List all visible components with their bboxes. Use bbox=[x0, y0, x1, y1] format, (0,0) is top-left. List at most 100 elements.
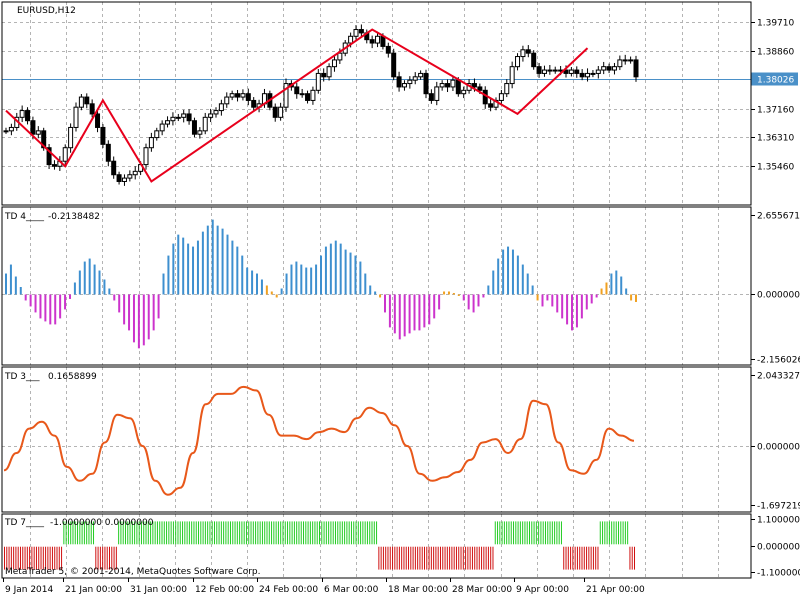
candle-body bbox=[278, 106, 284, 118]
candle-body bbox=[504, 83, 510, 95]
time-tick-label: 28 Mar 00:00 bbox=[452, 585, 512, 595]
candle-body bbox=[606, 66, 612, 71]
candle-body bbox=[305, 93, 311, 101]
time-tick-label: 18 Mar 00:00 bbox=[388, 585, 448, 595]
candle-body bbox=[579, 72, 585, 78]
candle-body bbox=[331, 59, 337, 68]
candle-body bbox=[423, 72, 429, 95]
candle-body bbox=[547, 69, 553, 72]
candle-body bbox=[434, 86, 440, 101]
candle-body bbox=[628, 59, 634, 62]
candle-body bbox=[401, 83, 407, 88]
td3-oscillator-line bbox=[3, 385, 635, 496]
candle-body bbox=[445, 83, 451, 88]
current-price-badge bbox=[751, 72, 798, 86]
symbol-title: EURUSD,H12 bbox=[17, 6, 76, 16]
candle-body bbox=[68, 126, 74, 149]
price-axis: 1.39710 1.38860 1.38026 1.37160 1.36310 1.354… bbox=[751, 19, 800, 579]
candle-body bbox=[525, 49, 531, 54]
candle-body bbox=[622, 59, 628, 62]
candle-body bbox=[412, 76, 418, 81]
td3-oscillator-path bbox=[3, 385, 635, 496]
candle-body bbox=[127, 174, 133, 179]
candle-body bbox=[585, 72, 591, 78]
candle-body bbox=[375, 35, 381, 44]
candle-body bbox=[515, 56, 521, 68]
candle-body bbox=[617, 59, 623, 68]
candle-body bbox=[520, 49, 526, 58]
pane-frames bbox=[1, 1, 752, 579]
price-tick-label: 1.36310 bbox=[757, 134, 794, 144]
candle-body bbox=[299, 93, 305, 96]
candle-body bbox=[310, 89, 316, 101]
candle-body bbox=[407, 79, 413, 85]
candle-body bbox=[208, 113, 214, 118]
time-axis: 9 Jan 2014 21 Jan 00:00 31 Jan 00:00 12 Feb… bbox=[3, 578, 645, 595]
candle-body bbox=[461, 89, 467, 95]
candle-body bbox=[170, 116, 176, 122]
candle-body bbox=[391, 52, 397, 78]
candle-body bbox=[62, 147, 68, 162]
candle-body bbox=[19, 110, 25, 118]
candle-body bbox=[418, 72, 424, 78]
candle-body bbox=[46, 147, 52, 166]
candle-body bbox=[385, 45, 391, 54]
td7-value: -1.0000000 0.0000000 bbox=[50, 518, 154, 528]
candle-body bbox=[240, 93, 246, 98]
candle-body bbox=[488, 103, 494, 108]
grid-lines bbox=[2, 2, 751, 578]
td3-value: 0.1658899 bbox=[48, 372, 97, 382]
candle-body bbox=[509, 66, 515, 85]
candle-body bbox=[337, 52, 343, 61]
candle-body bbox=[595, 69, 601, 74]
td3-tick-label: 2.0433276 bbox=[757, 372, 800, 382]
candle-body bbox=[369, 39, 375, 44]
pane-frame bbox=[1, 513, 752, 579]
candle-body bbox=[105, 143, 111, 162]
td3-tick-label: -1.6972196 bbox=[757, 502, 800, 512]
zigzag-polyline bbox=[5, 28, 589, 183]
candle-body bbox=[218, 103, 224, 112]
candle-body bbox=[154, 130, 160, 139]
time-tick-label: 12 Feb 00:00 bbox=[195, 585, 254, 595]
candle-body bbox=[450, 79, 456, 88]
time-tick-label: 9 Apr 00:00 bbox=[516, 585, 569, 595]
candle-body bbox=[100, 126, 106, 145]
candle-body bbox=[121, 177, 127, 182]
candle-body bbox=[568, 69, 574, 74]
candle-body bbox=[272, 106, 278, 118]
candle-body bbox=[148, 137, 154, 149]
candle-body bbox=[428, 93, 434, 101]
time-tick-label: 21 Apr 00:00 bbox=[586, 585, 645, 595]
candle-body bbox=[471, 83, 477, 88]
td4-title: TD 4____ bbox=[4, 212, 45, 222]
candle-body bbox=[498, 93, 504, 101]
candle-body bbox=[143, 147, 149, 166]
candle-body bbox=[590, 72, 596, 75]
td4-tick-label: -2.1560269 bbox=[757, 356, 800, 366]
candle-body bbox=[396, 76, 402, 88]
candle-body bbox=[601, 66, 607, 71]
td4-histogram bbox=[5, 219, 637, 349]
price-tick-label: 1.35460 bbox=[757, 163, 794, 173]
pane-frame bbox=[1, 366, 752, 513]
candle-body bbox=[35, 130, 41, 135]
candle-body bbox=[251, 99, 257, 108]
candle-body bbox=[213, 110, 219, 115]
pane-frame bbox=[1, 1, 752, 206]
td7-tick-label: 0.0000000 bbox=[757, 543, 800, 553]
pane-frame bbox=[1, 206, 752, 366]
candle-body bbox=[89, 103, 95, 115]
copyright-text: MetaTrader 5, © 2001-2014, MetaQuotes So… bbox=[5, 567, 261, 577]
candle-body bbox=[132, 170, 138, 176]
time-tick-label: 6 Mar 00:00 bbox=[324, 585, 379, 595]
zigzag-line bbox=[5, 28, 589, 183]
price-tick-label: 1.37160 bbox=[757, 106, 794, 116]
candle-body bbox=[224, 96, 230, 105]
candle-body bbox=[321, 72, 327, 78]
candle-body bbox=[294, 86, 300, 95]
candle-body bbox=[51, 164, 57, 167]
td3-tick-label: 0.0000000 bbox=[757, 443, 800, 453]
